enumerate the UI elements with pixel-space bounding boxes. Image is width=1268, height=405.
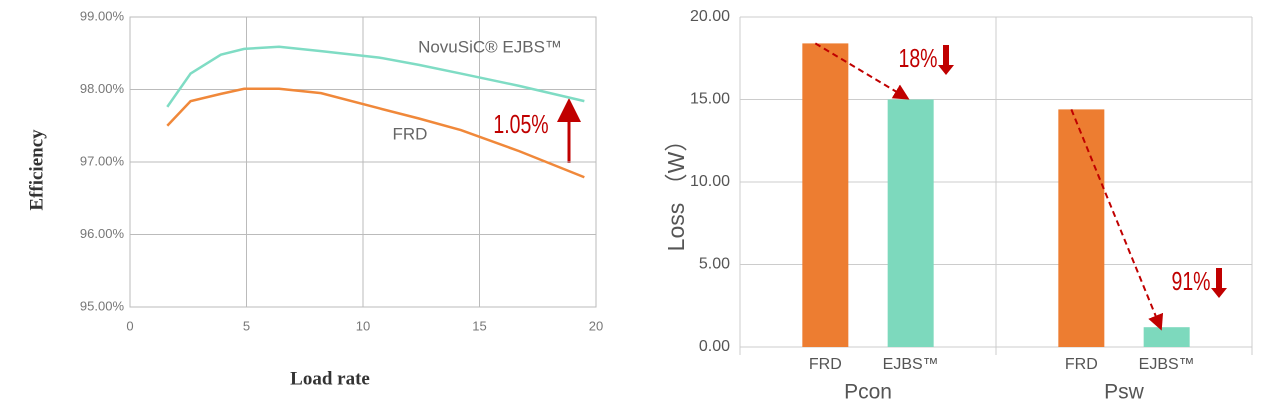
y-tick-label: 99.00% xyxy=(80,8,125,23)
x-tick-label: 10 xyxy=(356,318,370,333)
x-tick-label: 20 xyxy=(589,318,603,333)
y-tick-label: 0.00 xyxy=(699,338,730,355)
bar xyxy=(802,43,849,348)
x-tick-label: 5 xyxy=(243,318,250,333)
bar xyxy=(1058,109,1105,348)
group-label: Pcon xyxy=(844,381,892,404)
bar xyxy=(1143,327,1190,347)
annotation: 91% xyxy=(1171,266,1210,295)
y-tick-label: 95.00% xyxy=(80,298,125,313)
x-tick-label: FRD xyxy=(1065,356,1098,373)
group-label: Psw xyxy=(1104,381,1145,404)
x-tick-label: EJBS™ xyxy=(883,356,939,373)
y-tick-label: 97.00% xyxy=(80,153,125,168)
x-tick-label: FRD xyxy=(809,356,842,373)
x-axis-title: Load rate xyxy=(290,368,370,389)
x-tick-label: 15 xyxy=(472,318,486,333)
line xyxy=(166,87,585,179)
series-label: FRD xyxy=(393,124,428,143)
trend-arrow xyxy=(1070,109,1164,331)
y-tick-label: 20.00 xyxy=(690,8,730,25)
y-axis-title: Efficiency xyxy=(26,129,47,211)
x-tick-label: 0 xyxy=(126,318,133,333)
bar xyxy=(887,99,934,347)
x-tick-label: EJBS™ xyxy=(1139,356,1195,373)
trend-arrow xyxy=(814,42,910,100)
down-arrow xyxy=(1211,268,1227,298)
y-tick-label: 98.00% xyxy=(80,81,125,96)
line xyxy=(166,45,585,108)
y-tick-label: 5.00 xyxy=(699,256,730,273)
y-tick-label: 10.00 xyxy=(690,173,730,190)
y-tick-label: 15.00 xyxy=(690,91,730,108)
y-tick-label: 96.00% xyxy=(80,226,125,241)
y-axis-title: Loss （W） xyxy=(663,129,689,252)
annotation: 1.05% xyxy=(493,109,548,138)
series-label: NovuSiC® EJBS™ xyxy=(418,37,562,56)
down-arrow xyxy=(938,45,954,75)
annotation: 18% xyxy=(898,43,937,72)
